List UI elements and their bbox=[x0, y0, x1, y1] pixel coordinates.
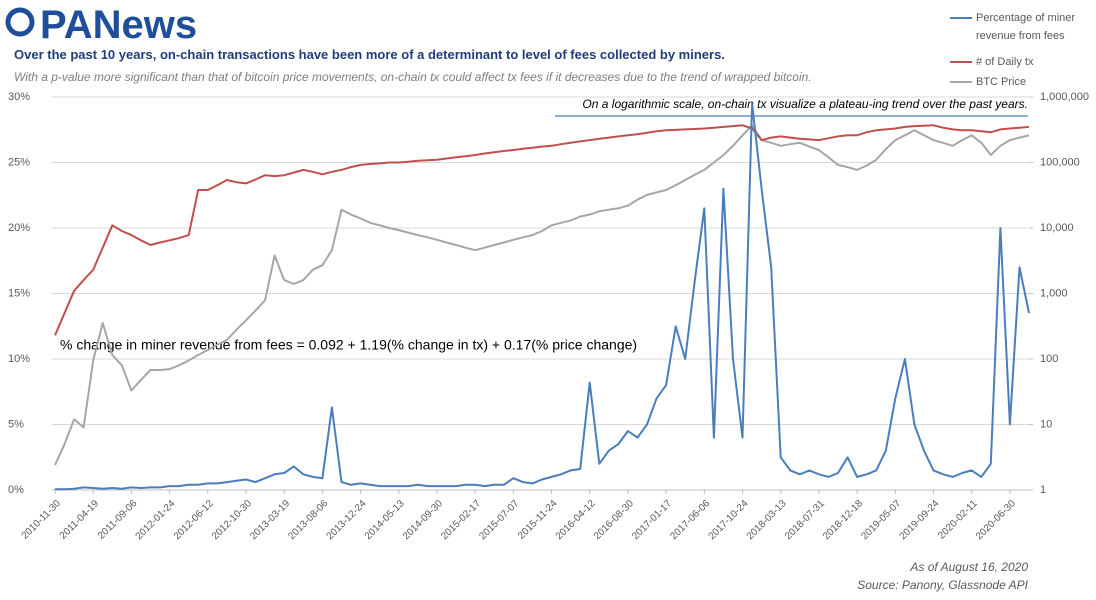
x-tick-label: 2018-07-31 bbox=[783, 498, 827, 542]
x-tick-label: 2015-07-07 bbox=[477, 498, 521, 542]
x-tick-label: 2016-08-30 bbox=[592, 498, 636, 542]
y2-tick-label: 1,000,000 bbox=[1040, 91, 1089, 103]
x-tick-label: 2013-12-24 bbox=[325, 498, 369, 542]
legend-label: Percentage of miner revenue from fees bbox=[976, 12, 1075, 42]
y-tick-label: 15% bbox=[8, 287, 30, 299]
x-tick-label: 2010-11-30 bbox=[20, 498, 64, 542]
y-tick-label: 0% bbox=[8, 484, 24, 496]
x-tick-label: 2012-06-12 bbox=[172, 498, 216, 542]
y-tick-label: 25% bbox=[8, 156, 30, 168]
x-tick-label: 2016-04-12 bbox=[554, 498, 598, 542]
x-tick-label: 2012-10-30 bbox=[210, 498, 254, 542]
y-tick-label: 5% bbox=[8, 418, 24, 430]
x-tick-label: 2015-02-17 bbox=[439, 498, 483, 542]
source-note: Source: Panony, Glassnode API bbox=[857, 578, 1028, 592]
legend-label: # of Daily tx bbox=[976, 56, 1034, 68]
x-tick-label: 2018-12-18 bbox=[821, 498, 865, 542]
series-line bbox=[55, 102, 1030, 491]
y2-tick-label: 10 bbox=[1040, 418, 1052, 430]
y2-tick-label: 10,000 bbox=[1040, 222, 1074, 234]
x-tick-label: 2011-04-19 bbox=[58, 498, 102, 542]
y-tick-label: 30% bbox=[8, 91, 30, 103]
y2-tick-label: 1 bbox=[1040, 484, 1046, 496]
logo-icon bbox=[5, 7, 35, 37]
logo: PANews bbox=[40, 3, 197, 47]
x-tick-label: 2017-10-24 bbox=[707, 498, 751, 542]
series-line bbox=[54, 124, 1030, 336]
x-tick-label: 2017-06-06 bbox=[668, 498, 712, 542]
y2-tick-label: 1,000 bbox=[1040, 287, 1068, 299]
series-line bbox=[54, 124, 1030, 466]
x-tick-label: 2013-08-06 bbox=[286, 498, 330, 542]
chart-subtitle: With a p-value more significant than tha… bbox=[14, 70, 812, 84]
x-tick-label: 2019-05-07 bbox=[859, 498, 903, 542]
as-of-note: As of August 16, 2020 bbox=[909, 560, 1028, 574]
x-tick-label: 2013-03-19 bbox=[248, 498, 292, 542]
x-tick-label: 2020-06-30 bbox=[974, 498, 1018, 542]
chart-title: Over the past 10 years, on-chain transac… bbox=[14, 47, 725, 62]
y-tick-label: 20% bbox=[8, 222, 30, 234]
legend-label: BTC Price bbox=[976, 76, 1026, 88]
x-tick-label: 2014-09-30 bbox=[401, 498, 445, 542]
annotation: On a logarithmic scale, on-chain tx visu… bbox=[582, 97, 1028, 111]
y-tick-label: 10% bbox=[8, 353, 30, 365]
x-tick-label: 2018-03-13 bbox=[745, 498, 789, 542]
equation: % change in miner revenue from fees = 0.… bbox=[60, 337, 637, 353]
x-tick-label: 2014-05-13 bbox=[363, 498, 407, 542]
x-tick-label: 2012-01-24 bbox=[134, 498, 178, 542]
x-tick-label: 2019-09-24 bbox=[898, 498, 942, 542]
y2-tick-label: 100,000 bbox=[1040, 156, 1080, 168]
x-tick-label: 2017-01-17 bbox=[630, 498, 674, 542]
y2-tick-label: 100 bbox=[1040, 353, 1058, 365]
